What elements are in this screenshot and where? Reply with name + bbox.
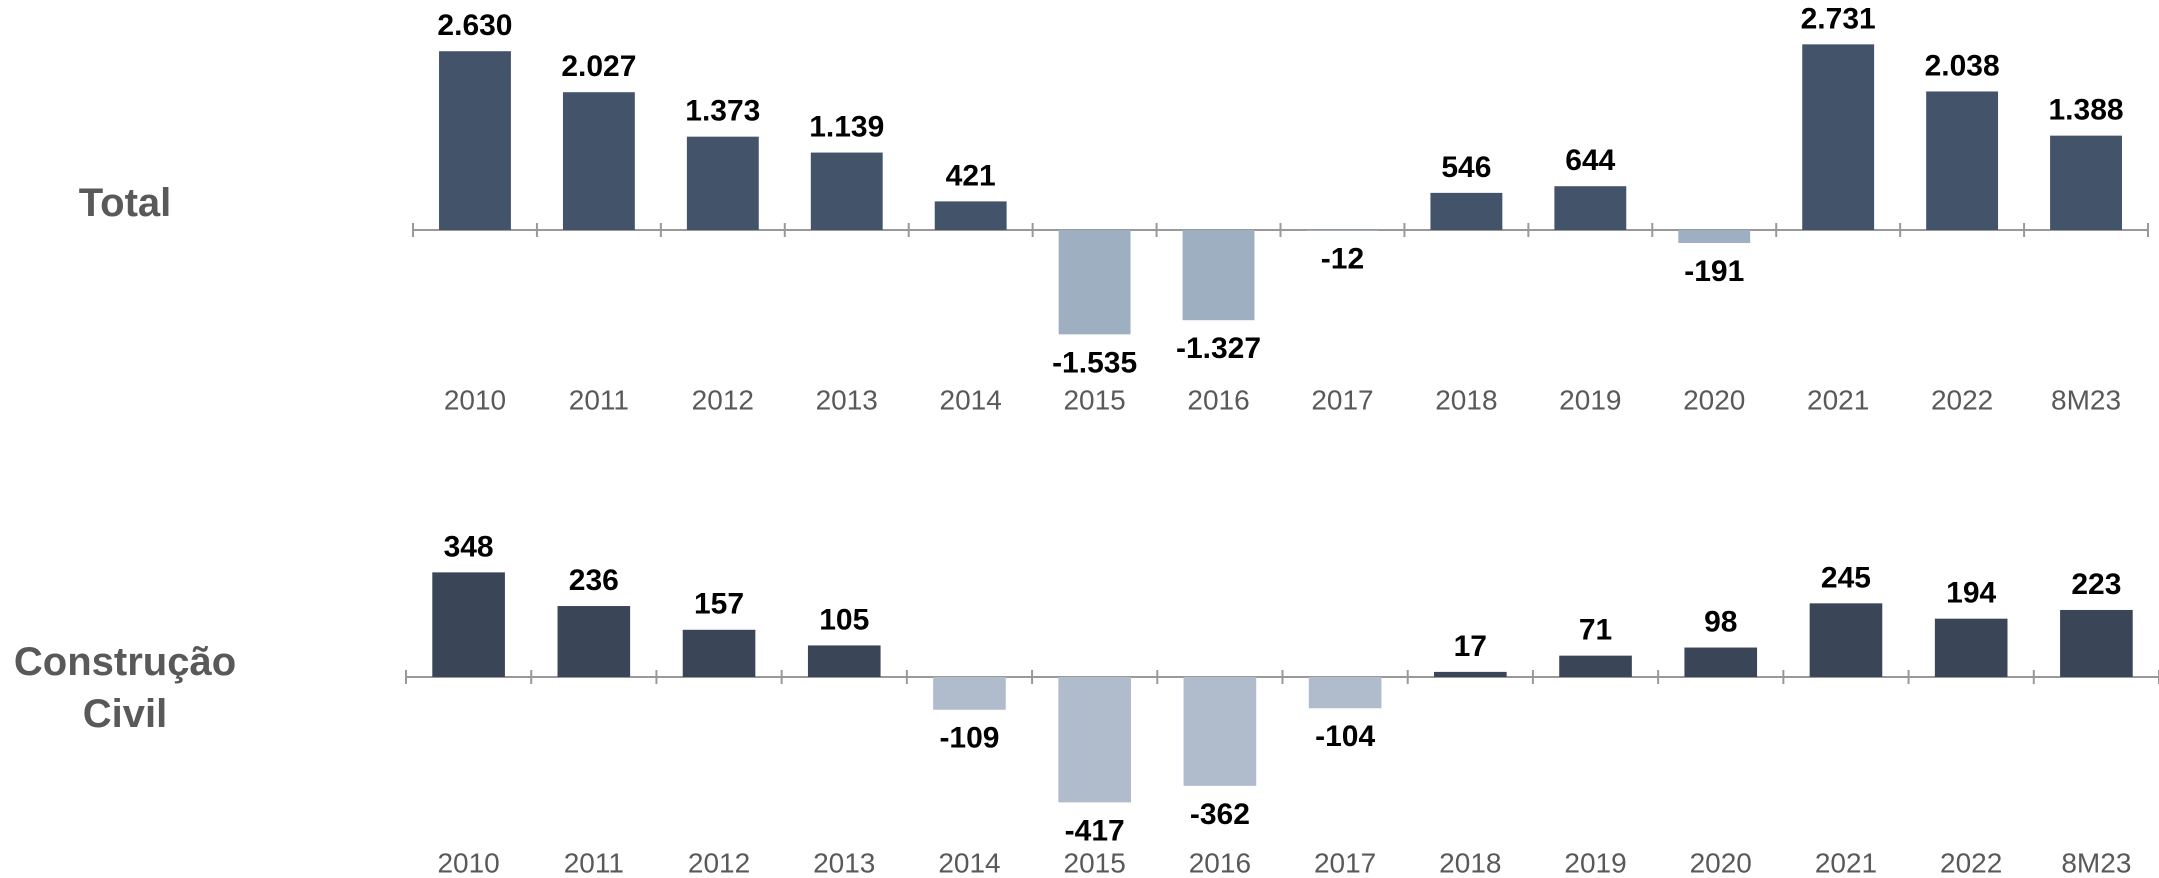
bar bbox=[1058, 230, 1131, 335]
bar bbox=[1926, 91, 1999, 230]
value-label: 644 bbox=[1565, 144, 1615, 177]
x-tick-label: 2017 bbox=[1311, 384, 1373, 415]
bar bbox=[562, 92, 635, 230]
x-tick-label: 8M23 bbox=[2061, 847, 2131, 878]
x-tick-label: 2015 bbox=[1064, 847, 1126, 878]
x-tick-label: 2021 bbox=[1815, 847, 1877, 878]
value-label: 105 bbox=[819, 603, 869, 636]
value-label: 1.373 bbox=[685, 95, 760, 128]
bar bbox=[1809, 603, 1883, 677]
bar bbox=[933, 677, 1006, 710]
bar bbox=[810, 152, 883, 230]
bar bbox=[439, 51, 511, 231]
x-tick-label: 2016 bbox=[1189, 847, 1251, 878]
x-tick-label: 2013 bbox=[816, 384, 878, 415]
x-tick-label: 2014 bbox=[938, 847, 1000, 878]
x-tick-label: 2020 bbox=[1690, 847, 1752, 878]
x-tick-label: 8M23 bbox=[2051, 384, 2121, 415]
value-label: 17 bbox=[1454, 630, 1487, 663]
x-tick-label: 2014 bbox=[940, 384, 1002, 415]
bar bbox=[2050, 135, 2122, 230]
value-label: 1.388 bbox=[2048, 94, 2123, 127]
bar bbox=[1934, 618, 2008, 677]
bar bbox=[2060, 609, 2133, 677]
bar bbox=[1183, 677, 1257, 786]
bar bbox=[1802, 44, 1875, 231]
bar bbox=[1306, 230, 1379, 231]
x-tick-label: 2012 bbox=[692, 384, 754, 415]
value-label: -109 bbox=[939, 722, 999, 755]
bar bbox=[1058, 677, 1131, 803]
x-tick-label: 2015 bbox=[1063, 384, 1125, 415]
x-tick-label: 2018 bbox=[1435, 384, 1497, 415]
value-label: 245 bbox=[1821, 561, 1871, 594]
value-label: 421 bbox=[946, 159, 996, 192]
bar bbox=[1559, 655, 1632, 677]
value-label: 1.139 bbox=[809, 110, 884, 143]
value-label: 223 bbox=[2071, 568, 2121, 601]
x-tick-label: 2011 bbox=[564, 847, 624, 878]
value-label: -104 bbox=[1315, 720, 1375, 753]
bar bbox=[1430, 192, 1503, 230]
x-tick-label: 2022 bbox=[1940, 847, 2002, 878]
value-label: 98 bbox=[1704, 605, 1737, 638]
bar bbox=[807, 645, 881, 677]
value-label: -1.535 bbox=[1052, 346, 1137, 379]
value-label: 2.731 bbox=[1801, 2, 1876, 35]
bar bbox=[1684, 647, 1758, 677]
bar bbox=[1678, 230, 1751, 243]
x-tick-label: 2019 bbox=[1559, 384, 1621, 415]
bar bbox=[686, 136, 759, 230]
x-tick-label: 2010 bbox=[437, 847, 499, 878]
x-tick-label: 2016 bbox=[1187, 384, 1249, 415]
x-tick-label: 2012 bbox=[688, 847, 750, 878]
bar bbox=[1554, 186, 1627, 230]
value-label: 71 bbox=[1579, 614, 1612, 647]
x-tick-label: 2021 bbox=[1807, 384, 1869, 415]
value-label: 2.038 bbox=[1925, 49, 2000, 82]
value-label: 546 bbox=[1441, 151, 1491, 184]
bar bbox=[432, 572, 505, 677]
value-label: -362 bbox=[1190, 798, 1250, 831]
value-label: 194 bbox=[1946, 577, 1996, 610]
bar bbox=[1308, 677, 1382, 709]
chart-title: Total bbox=[78, 181, 172, 225]
value-label: -12 bbox=[1321, 243, 1364, 276]
x-tick-label: 2017 bbox=[1314, 847, 1376, 878]
x-tick-label: 2020 bbox=[1683, 384, 1745, 415]
value-label: -191 bbox=[1684, 255, 1744, 288]
value-label: -417 bbox=[1065, 814, 1125, 847]
value-label: 348 bbox=[444, 530, 494, 563]
value-label: -1.327 bbox=[1176, 332, 1261, 365]
bar bbox=[557, 606, 631, 677]
value-label: 236 bbox=[569, 564, 619, 597]
x-tick-label: 2018 bbox=[1439, 847, 1501, 878]
bar bbox=[934, 201, 1007, 230]
bar bbox=[682, 629, 756, 677]
value-label: 157 bbox=[694, 588, 744, 621]
value-label: 2.630 bbox=[437, 9, 512, 42]
bar bbox=[1434, 671, 1507, 677]
x-tick-label: 2022 bbox=[1931, 384, 1993, 415]
x-tick-label: 2010 bbox=[444, 384, 506, 415]
bar bbox=[1182, 230, 1255, 321]
chart-title: Construção Civil bbox=[13, 640, 237, 736]
x-tick-label: 2019 bbox=[1564, 847, 1626, 878]
value-label: 2.027 bbox=[561, 50, 636, 83]
x-tick-label: 2011 bbox=[569, 384, 629, 415]
x-tick-label: 2013 bbox=[813, 847, 875, 878]
